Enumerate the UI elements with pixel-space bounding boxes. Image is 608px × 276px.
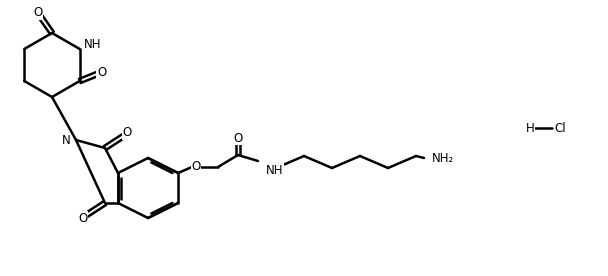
Text: O: O [33,7,43,20]
Text: O: O [78,211,88,224]
Text: O: O [192,161,201,174]
Text: NH: NH [266,163,283,176]
Text: NH: NH [84,38,101,52]
Text: O: O [233,131,243,145]
Text: H: H [526,121,534,134]
Text: Cl: Cl [554,121,566,134]
Text: O: O [97,67,106,79]
Text: O: O [122,126,131,139]
Text: NH₂: NH₂ [432,152,454,164]
Text: N: N [61,134,71,147]
